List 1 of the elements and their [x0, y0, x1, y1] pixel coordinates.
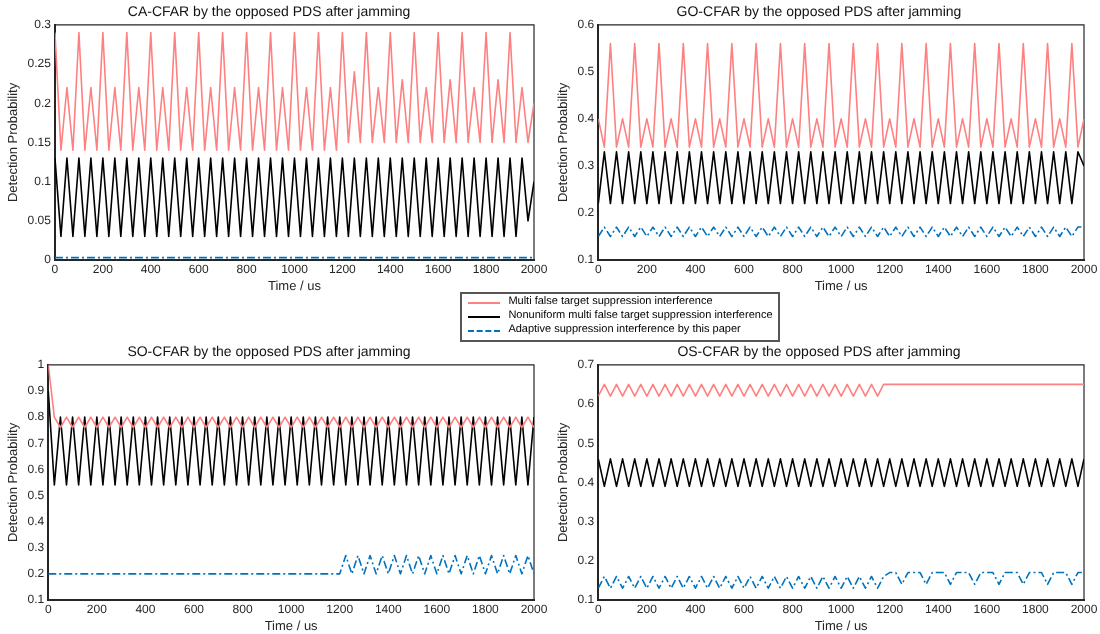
line-series [598, 571, 1084, 590]
